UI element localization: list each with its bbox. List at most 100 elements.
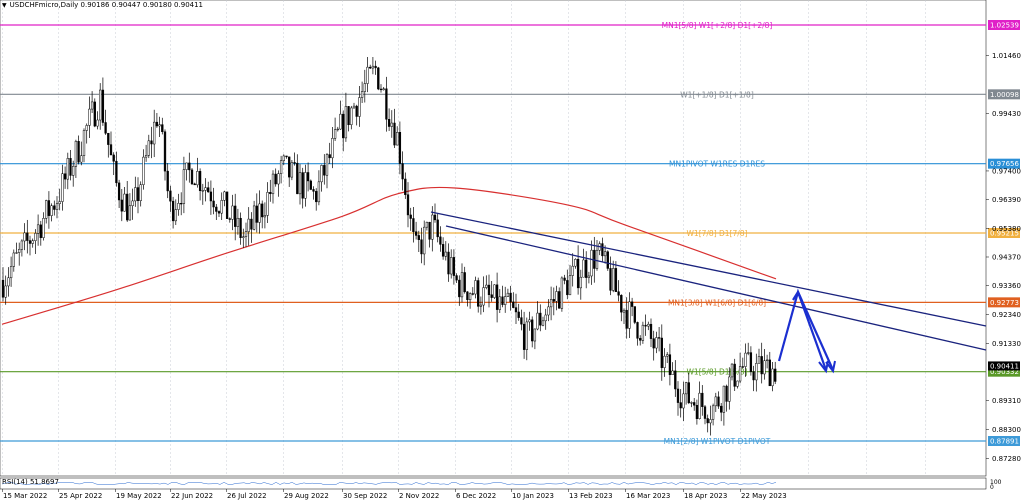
candle-body xyxy=(401,163,404,180)
candle-body xyxy=(439,236,442,245)
candle-body xyxy=(412,218,415,232)
candle-body xyxy=(765,359,769,362)
candle-body xyxy=(371,65,375,69)
candle-body xyxy=(207,187,210,193)
candle-body xyxy=(72,166,75,176)
candle-body xyxy=(695,404,699,419)
time-tick-label: 26 Jul 2022 xyxy=(227,492,267,500)
level-label: MN1[2/8] W1PIVOT D1PIVOT xyxy=(664,437,771,446)
candle-body xyxy=(398,132,402,164)
candle-body xyxy=(180,203,183,205)
candle-body xyxy=(763,360,766,375)
price-tick-label: 0.94370 xyxy=(992,253,1021,261)
level-price-tag xyxy=(988,158,1020,169)
rsi-curve xyxy=(1,481,777,485)
candle-body xyxy=(93,101,96,127)
level-price-tag-text: 1.00098 xyxy=(990,91,1019,99)
candle-body xyxy=(755,363,758,381)
candle-body xyxy=(304,172,307,199)
dropdown-triangle-icon[interactable]: ▼ xyxy=(2,2,7,9)
candle-body xyxy=(171,200,175,222)
candle-body xyxy=(620,294,623,313)
candle-body xyxy=(109,144,113,156)
candle-body xyxy=(298,172,302,195)
candle-body xyxy=(468,293,472,301)
trendline-lower[interactable] xyxy=(445,225,987,351)
level-label: MN1[3/8] W1[6/8] D1[6/8] xyxy=(668,298,766,307)
time-tick-label: 16 Mar 2023 xyxy=(626,492,670,500)
candle-body xyxy=(61,173,64,202)
trendlines[interactable] xyxy=(430,211,987,351)
level-label: MN1PIVOT W1RES D1RES xyxy=(669,160,765,169)
candle-body xyxy=(136,187,140,201)
price-tick-label: 0.87280 xyxy=(992,455,1021,463)
candle-body xyxy=(684,382,688,395)
candle-body xyxy=(717,396,720,407)
candle-body xyxy=(328,154,331,159)
price-tick-label: 0.88300 xyxy=(992,426,1021,434)
price-tick-label: 0.99430 xyxy=(992,110,1021,118)
candle-body xyxy=(728,376,731,402)
candle-body xyxy=(134,187,137,202)
candle-body xyxy=(247,218,250,232)
candle-body xyxy=(441,244,445,257)
current-price-tag-text: 0.90411 xyxy=(990,362,1019,370)
candle-body xyxy=(90,101,94,110)
candle-body xyxy=(539,312,542,326)
candle-body xyxy=(760,356,763,375)
candle-body xyxy=(379,88,383,91)
candle-body xyxy=(552,299,555,302)
candle-body xyxy=(258,203,261,223)
candle-body xyxy=(514,307,518,313)
candle-body xyxy=(18,249,21,253)
candle-body xyxy=(15,252,18,254)
candle-body xyxy=(153,121,156,145)
candle-body xyxy=(752,371,755,381)
candle-body xyxy=(225,191,229,219)
candle-body xyxy=(250,218,253,230)
candle-body xyxy=(714,396,717,407)
candle-body xyxy=(66,158,69,180)
candle-body xyxy=(444,251,447,257)
candle-body xyxy=(212,200,215,208)
candle-body xyxy=(725,385,728,402)
projection-arrows[interactable] xyxy=(777,288,836,374)
candle-body xyxy=(58,201,61,204)
candle-body xyxy=(768,359,771,387)
candle-body xyxy=(347,106,350,126)
candle-body xyxy=(393,122,396,146)
time-tick-label: 6 Dec 2022 xyxy=(456,492,496,500)
candle-body xyxy=(325,154,329,176)
candle-body xyxy=(142,156,145,185)
candle-body xyxy=(120,199,123,212)
candle-body xyxy=(387,119,391,127)
candle-body xyxy=(693,402,696,406)
rsi-line xyxy=(1,481,777,485)
trendline-upper[interactable] xyxy=(430,211,987,327)
candle-body xyxy=(614,268,618,292)
level-price-tag xyxy=(988,436,1020,446)
candle-body xyxy=(512,301,515,308)
price-tick-label: 0.92340 xyxy=(992,311,1021,319)
candle-body xyxy=(652,338,655,349)
candle-body xyxy=(741,366,744,368)
price-tick-label: 0.91330 xyxy=(992,340,1021,348)
candle-body xyxy=(536,312,539,330)
time-tick-label: 22 Jun 2022 xyxy=(171,492,213,500)
candle-body xyxy=(690,402,693,404)
candle-body xyxy=(744,352,747,367)
candle-body xyxy=(333,129,337,139)
candle-body xyxy=(571,265,574,276)
candle-body xyxy=(560,277,564,309)
projection-arrow-b[interactable] xyxy=(796,291,835,371)
candle-body xyxy=(722,385,726,413)
time-tick-label: 29 Aug 2022 xyxy=(284,492,329,500)
candle-body xyxy=(158,124,161,127)
candle-body xyxy=(490,294,493,298)
ma-curve[interactable] xyxy=(1,186,777,325)
candle-body xyxy=(655,337,658,349)
level-price-tag-text: 0.87891 xyxy=(990,438,1019,446)
candle-body xyxy=(55,203,59,210)
candle-body xyxy=(463,272,466,293)
